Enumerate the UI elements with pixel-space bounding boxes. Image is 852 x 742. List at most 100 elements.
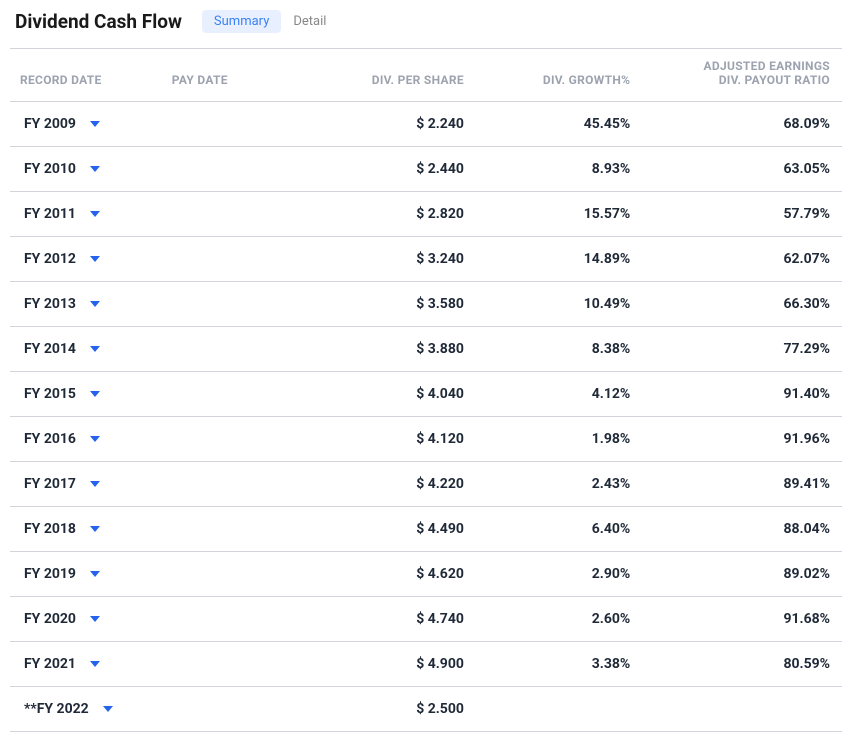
- cell-pay-date: [160, 237, 310, 282]
- cell-pay-date: [160, 102, 310, 147]
- cell-dps: $ 4.900: [310, 642, 476, 687]
- table-row: **FY 2022$ 2.500: [10, 687, 842, 732]
- cell-dps: $ 3.580: [310, 282, 476, 327]
- cell-pay-date: [160, 417, 310, 462]
- record-date-label: FY 2019: [24, 566, 76, 582]
- cell-pay-date: [160, 642, 310, 687]
- tab-group: Summary Detail: [202, 10, 339, 33]
- cell-dps: $ 3.880: [310, 327, 476, 372]
- table-row: FY 2019$ 4.6202.90%89.02%: [10, 552, 842, 597]
- cell-growth: 15.57%: [476, 192, 642, 237]
- col-header-payout-line2: DIV. PAYOUT RATIO: [654, 73, 830, 87]
- cell-dps: $ 4.740: [310, 597, 476, 642]
- col-header-growth: DIV. GROWTH%: [476, 49, 642, 102]
- cell-record-date[interactable]: **FY 2022: [10, 687, 160, 732]
- cell-record-date[interactable]: FY 2015: [10, 372, 160, 417]
- cell-payout: 68.09%: [642, 102, 842, 147]
- cell-record-date[interactable]: FY 2016: [10, 417, 160, 462]
- record-date-label: FY 2020: [24, 611, 76, 627]
- cell-pay-date: [160, 552, 310, 597]
- chevron-down-icon[interactable]: [90, 661, 100, 667]
- cell-pay-date: [160, 372, 310, 417]
- cell-dps: $ 2.820: [310, 192, 476, 237]
- cell-record-date[interactable]: FY 2017: [10, 462, 160, 507]
- tab-detail[interactable]: Detail: [281, 10, 338, 33]
- cell-payout: [642, 687, 842, 732]
- cell-pay-date: [160, 687, 310, 732]
- cell-growth: 2.60%: [476, 597, 642, 642]
- cell-payout: 66.30%: [642, 282, 842, 327]
- col-header-record-date: RECORD DATE: [10, 49, 160, 102]
- cell-growth: 6.40%: [476, 507, 642, 552]
- cell-record-date[interactable]: FY 2021: [10, 642, 160, 687]
- chevron-down-icon[interactable]: [90, 436, 100, 442]
- chevron-down-icon[interactable]: [90, 121, 100, 127]
- tab-summary[interactable]: Summary: [202, 10, 281, 33]
- chevron-down-icon[interactable]: [90, 391, 100, 397]
- record-date-label: FY 2012: [24, 251, 76, 267]
- chevron-down-icon[interactable]: [90, 481, 100, 487]
- cell-record-date[interactable]: FY 2014: [10, 327, 160, 372]
- table-row: FY 2021$ 4.9003.38%80.59%: [10, 642, 842, 687]
- page-title: Dividend Cash Flow: [15, 10, 182, 33]
- chevron-down-icon[interactable]: [90, 301, 100, 307]
- table-row: FY 2009 $ 2.24045.45%68.09%: [10, 102, 842, 147]
- table-row: FY 2017$ 4.2202.43%89.41%: [10, 462, 842, 507]
- table-row: FY 2018$ 4.4906.40%88.04%: [10, 507, 842, 552]
- cell-growth: 4.12%: [476, 372, 642, 417]
- cell-pay-date: [160, 147, 310, 192]
- record-date-label: FY 2011: [24, 206, 76, 222]
- cell-dps: $ 4.490: [310, 507, 476, 552]
- cell-growth: 10.49%: [476, 282, 642, 327]
- cell-pay-date: [160, 597, 310, 642]
- cell-dps: $ 2.440: [310, 147, 476, 192]
- chevron-down-icon[interactable]: [90, 211, 100, 217]
- cell-record-date[interactable]: FY 2018: [10, 507, 160, 552]
- dividend-table: RECORD DATE PAY DATE DIV. PER SHARE DIV.…: [10, 48, 842, 732]
- table-row: FY 2010$ 2.4408.93%63.05%: [10, 147, 842, 192]
- chevron-down-icon[interactable]: [90, 166, 100, 172]
- col-header-payout: ADJUSTED EARNINGS DIV. PAYOUT RATIO: [642, 49, 842, 102]
- cell-record-date[interactable]: FY 2009: [10, 102, 160, 147]
- cell-pay-date: [160, 507, 310, 552]
- chevron-down-icon[interactable]: [90, 346, 100, 352]
- cell-growth: 2.43%: [476, 462, 642, 507]
- chevron-down-icon[interactable]: [90, 526, 100, 532]
- record-date-label: FY 2018: [24, 521, 76, 537]
- chevron-down-icon[interactable]: [90, 256, 100, 262]
- cell-growth: 1.98%: [476, 417, 642, 462]
- cell-payout: 89.41%: [642, 462, 842, 507]
- cell-payout: 62.07%: [642, 237, 842, 282]
- cell-record-date[interactable]: FY 2011: [10, 192, 160, 237]
- chevron-down-icon[interactable]: [90, 616, 100, 622]
- cell-payout: 91.96%: [642, 417, 842, 462]
- cell-growth: 8.38%: [476, 327, 642, 372]
- cell-record-date[interactable]: FY 2020: [10, 597, 160, 642]
- col-header-payout-line1: ADJUSTED EARNINGS: [654, 59, 830, 73]
- cell-dps: $ 3.240: [310, 237, 476, 282]
- table-row: FY 2020 $ 4.7402.60%91.68%: [10, 597, 842, 642]
- cell-payout: 91.68%: [642, 597, 842, 642]
- cell-record-date[interactable]: FY 2013: [10, 282, 160, 327]
- cell-pay-date: [160, 327, 310, 372]
- record-date-label: FY 2010: [24, 161, 76, 177]
- chevron-down-icon[interactable]: [90, 571, 100, 577]
- table-row: FY 2016 $ 4.1201.98%91.96%: [10, 417, 842, 462]
- cell-record-date[interactable]: FY 2012: [10, 237, 160, 282]
- record-date-label: FY 2015: [24, 386, 76, 402]
- cell-record-date[interactable]: FY 2019: [10, 552, 160, 597]
- table-header-row: RECORD DATE PAY DATE DIV. PER SHARE DIV.…: [10, 49, 842, 102]
- cell-dps: $ 4.120: [310, 417, 476, 462]
- cell-growth: 45.45%: [476, 102, 642, 147]
- record-date-label: FY 2017: [24, 476, 76, 492]
- header-row: Dividend Cash Flow Summary Detail: [10, 10, 842, 33]
- cell-payout: 57.79%: [642, 192, 842, 237]
- record-date-label: **FY 2022: [24, 701, 89, 717]
- cell-dps: $ 2.240: [310, 102, 476, 147]
- record-date-label: FY 2009: [24, 116, 76, 132]
- cell-dps: $ 4.040: [310, 372, 476, 417]
- cell-record-date[interactable]: FY 2010: [10, 147, 160, 192]
- chevron-down-icon[interactable]: [103, 706, 113, 712]
- cell-growth: 3.38%: [476, 642, 642, 687]
- cell-payout: 89.02%: [642, 552, 842, 597]
